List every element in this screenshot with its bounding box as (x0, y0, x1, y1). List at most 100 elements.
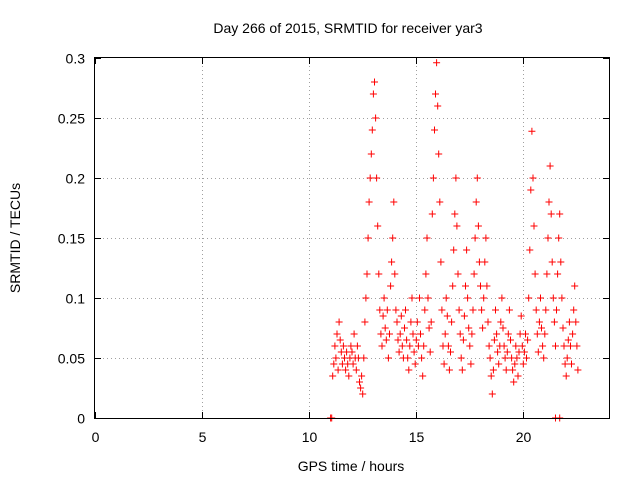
data-point (485, 342, 493, 350)
data-points (327, 59, 582, 422)
data-point (565, 318, 573, 326)
data-point (540, 354, 548, 362)
data-point (465, 324, 473, 332)
data-point (518, 342, 526, 350)
data-point (466, 342, 474, 350)
data-point (384, 354, 392, 362)
data-point (499, 324, 507, 332)
data-point (492, 306, 499, 314)
data-point (435, 150, 443, 158)
data-point (557, 258, 565, 266)
axis-ticks (95, 58, 609, 419)
data-point (535, 318, 543, 326)
data-point (329, 372, 337, 380)
data-point (489, 366, 497, 374)
data-point (335, 318, 343, 326)
data-point (455, 306, 463, 314)
data-point (569, 330, 577, 338)
y-tick-label: 0.15 (58, 231, 85, 247)
data-point (361, 318, 369, 326)
data-point (409, 330, 417, 338)
data-point (482, 234, 490, 242)
data-point (456, 330, 464, 338)
data-point (454, 270, 462, 278)
data-point (490, 336, 498, 344)
data-point (391, 270, 399, 278)
data-point (480, 294, 488, 302)
data-point (336, 336, 344, 344)
data-point (330, 360, 338, 368)
data-point (520, 348, 528, 356)
data-point (572, 318, 580, 326)
data-point (481, 258, 489, 266)
data-point (389, 234, 397, 242)
data-point (528, 127, 536, 135)
data-point (529, 174, 537, 182)
x-tick-label: 0 (92, 429, 100, 445)
data-point (460, 312, 468, 320)
data-point (507, 336, 514, 344)
data-point (530, 222, 538, 230)
data-point (570, 306, 578, 314)
data-point (519, 360, 527, 368)
data-point (418, 354, 426, 362)
data-point (498, 294, 506, 302)
data-point (362, 294, 370, 302)
data-point (523, 354, 530, 362)
data-point (534, 348, 542, 356)
data-point (484, 318, 492, 326)
data-point (495, 360, 503, 368)
data-point (395, 348, 403, 356)
data-point (546, 162, 554, 170)
data-point (444, 342, 452, 350)
data-point (483, 282, 491, 290)
x-tick-label: 20 (516, 429, 532, 445)
data-point (421, 306, 429, 314)
data-point (379, 312, 387, 320)
data-point (486, 354, 494, 362)
data-point (501, 354, 509, 362)
data-point (437, 258, 445, 266)
data-point (538, 324, 545, 332)
data-point (513, 354, 521, 362)
data-point (392, 306, 400, 314)
data-point (539, 342, 547, 350)
data-point (398, 342, 406, 350)
data-point (413, 318, 421, 326)
data-point (406, 342, 414, 350)
data-point (402, 306, 409, 314)
data-point (440, 360, 448, 368)
data-point (511, 360, 519, 368)
data-point (459, 336, 467, 344)
data-point (410, 348, 418, 356)
data-point (500, 342, 508, 350)
data-point (525, 294, 533, 302)
data-point (471, 234, 479, 242)
data-point (517, 312, 525, 320)
data-point (548, 258, 556, 266)
data-point (375, 270, 383, 278)
x-tick-label: 15 (409, 429, 425, 445)
data-point (543, 270, 551, 278)
data-point (541, 330, 549, 338)
data-point (487, 372, 495, 380)
data-point (429, 174, 437, 182)
data-point (350, 330, 358, 338)
data-point (441, 330, 449, 338)
data-point (510, 378, 518, 386)
data-point (472, 198, 480, 206)
data-point (560, 342, 568, 350)
data-point (550, 318, 558, 326)
data-point (383, 306, 391, 314)
data-point (503, 348, 511, 356)
data-point (463, 246, 471, 254)
data-point (532, 306, 540, 314)
data-point (564, 336, 572, 344)
data-point (438, 306, 446, 314)
data-point (558, 294, 566, 302)
data-point (477, 282, 484, 290)
x-tick-label: 5 (199, 429, 207, 445)
data-point (449, 282, 457, 290)
data-point (363, 270, 371, 278)
